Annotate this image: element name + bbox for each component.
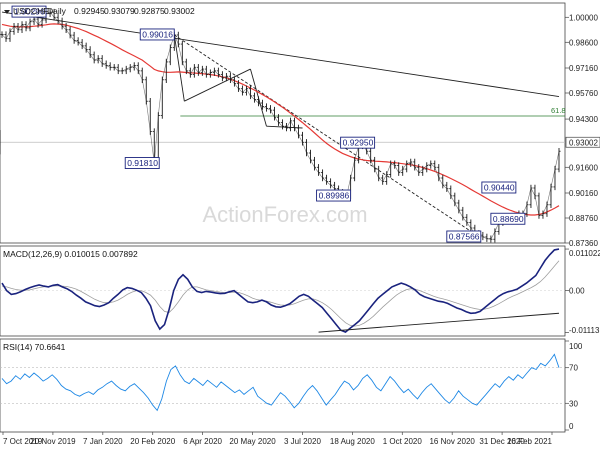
- swing-point-text: 0.87566: [449, 232, 480, 242]
- x-tick-label: 18 Aug 2020: [330, 437, 375, 446]
- macd-trendline: [318, 312, 560, 333]
- macd-panel: 0.011022 0.00 -0.01113 MACD(12,26,9) 0.010…: [0, 245, 600, 337]
- price-y-tick-label: 0.88760: [569, 214, 598, 223]
- price-line: [1, 11, 560, 240]
- fib-618-label: 61.8: [551, 106, 566, 115]
- price-panel: ActionForex.com 61.8 1.00296 0.99016 0.918…: [0, 2, 600, 248]
- swing-point-box: [340, 136, 376, 149]
- swing-point-box: [124, 157, 160, 169]
- swing-point-label: 0.92950: [340, 136, 376, 149]
- price-y-tick-label: 0.87360: [569, 239, 598, 248]
- x-tick-label: 20 May 2020: [229, 437, 276, 446]
- swing-point-label: 0.89986: [316, 189, 352, 202]
- x-tick-label: 20 Nov 2019: [30, 437, 76, 446]
- price-trendline: [174, 34, 484, 240]
- swing-point-label: 0.91810: [124, 157, 160, 169]
- ohlc-low: 0.92875: [134, 6, 165, 16]
- swing-point-box: [481, 181, 517, 194]
- swing-point-label: 0.88690: [490, 212, 526, 225]
- swing-point-text: 1.00296: [14, 7, 45, 17]
- price-y-tick-label: 0.97160: [569, 64, 598, 73]
- macd-signal-line: [1, 260, 560, 327]
- rsi-y-tick-label: 70: [569, 364, 578, 373]
- price-y-tick-label: 1.00000: [569, 13, 598, 22]
- rsi-y-tick-label: 100: [569, 342, 583, 351]
- swing-point-label: 0.87566: [446, 230, 482, 243]
- instrument-label: USDCHF: [13, 6, 48, 16]
- ohlc-open: 0.92945: [74, 6, 105, 16]
- macd-label: MACD(12,26,9) 0.010015 0.007892: [3, 249, 138, 259]
- macd-panel-frame: [0, 245, 566, 337]
- chart-header: USDCHF Daily 0.92945 0.93079 0.92875 0.9…: [4, 6, 195, 16]
- price-trendline: [1, 11, 560, 98]
- swing-point-text: 0.99016: [142, 29, 173, 39]
- x-tick-label: 7 Oct 2019: [3, 437, 43, 446]
- swing-point-text: 0.89986: [319, 191, 350, 201]
- swing-point-text: 0.88690: [493, 214, 524, 224]
- swing-point-text: 0.92950: [343, 138, 374, 148]
- x-tick-label: 16 Nov 2020: [429, 437, 475, 446]
- dropdown-triangle-icon: [4, 10, 10, 14]
- price-y-tick-label: 0.90160: [569, 189, 598, 198]
- timeframe-label: Daily: [47, 6, 67, 16]
- price-trendline: [173, 34, 185, 102]
- x-tick-label: 7 Jan 2020: [83, 437, 123, 446]
- watermark: ActionForex.com: [202, 202, 367, 227]
- price-y-tick-label: 0.95760: [569, 89, 598, 98]
- macd-y-tick-label: -0.01113: [569, 326, 600, 335]
- rsi-y-tick-label: 0: [569, 422, 574, 431]
- price-y-tick-label: 0.91600: [569, 163, 598, 172]
- rsi-panel-frame: [0, 338, 566, 433]
- swing-point-label: 0.99016: [139, 28, 175, 41]
- rsi-panel: 100 70 30 0 RSI(14) 70.6641: [0, 338, 583, 433]
- macd-line: [1, 248, 560, 334]
- price-y-tick-label: 0.94300: [569, 115, 598, 124]
- rsi-line: [1, 353, 560, 412]
- x-tick-label: 1 Oct 2020: [383, 437, 423, 446]
- x-tick-label: 31 Dec 2020: [479, 437, 525, 446]
- swing-point-box: [446, 230, 482, 243]
- swing-point-box: [11, 5, 47, 18]
- swing-point-text: 0.90440: [484, 183, 515, 193]
- price-y-tick-label: 0.98600: [569, 38, 598, 47]
- swing-point-box: [139, 28, 175, 41]
- last-price-text: 0.93002: [569, 138, 598, 147]
- macd-y-tick-label: 0.00: [569, 287, 585, 296]
- ohlc-high: 0.93079: [104, 6, 135, 16]
- price-trendline: [184, 68, 251, 102]
- last-price-tag: [565, 136, 600, 148]
- swing-point-label: 0.90440: [481, 181, 517, 194]
- swing-point-box: [316, 189, 352, 202]
- swing-point-label: 1.00296: [11, 5, 47, 18]
- moving-average-line: [1, 23, 560, 216]
- rsi-label: RSI(14) 70.6641: [3, 342, 66, 352]
- macd-y-tick-label: 0.011022: [569, 249, 600, 258]
- swing-point-text: 0.91810: [127, 158, 158, 168]
- ohlc-close: 0.93002: [164, 6, 195, 16]
- x-tick-label: 3 Jul 2020: [284, 437, 321, 446]
- rsi-y-tick-label: 30: [569, 399, 578, 408]
- x-tick-label: 20 Feb 2020: [130, 437, 175, 446]
- x-tick-label: 6 Apr 2020: [183, 437, 222, 446]
- swing-point-box: [490, 212, 526, 225]
- x-tick-label: 16 Feb 2021: [507, 437, 552, 446]
